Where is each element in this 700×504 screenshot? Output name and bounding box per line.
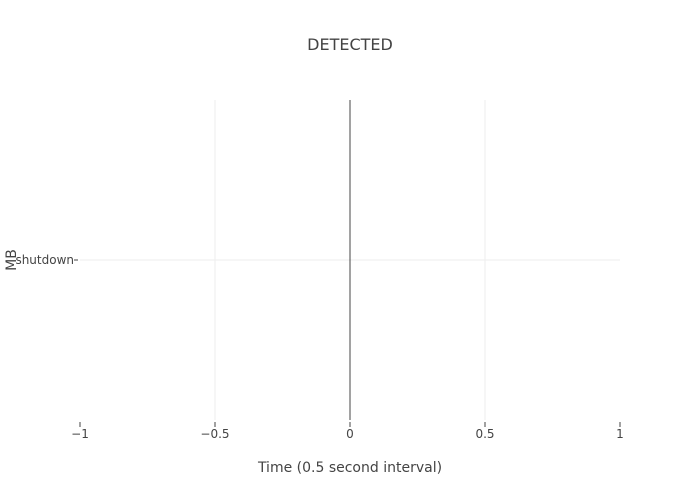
chart-title: DETECTED [307, 35, 393, 54]
tick-layer: −1 −0.5 0 0.5 1 shutdown [15, 253, 623, 441]
y-tick-label: shutdown [15, 253, 74, 267]
y-axis-title: MB [4, 249, 20, 271]
x-tick-label: 0 [346, 427, 354, 441]
x-tick-label: 1 [616, 427, 624, 441]
x-tick-label: −1 [71, 427, 89, 441]
x-tick-label: −0.5 [200, 427, 229, 441]
x-tick-label: 0.5 [475, 427, 494, 441]
x-axis-title: Time (0.5 second interval) [257, 460, 442, 476]
